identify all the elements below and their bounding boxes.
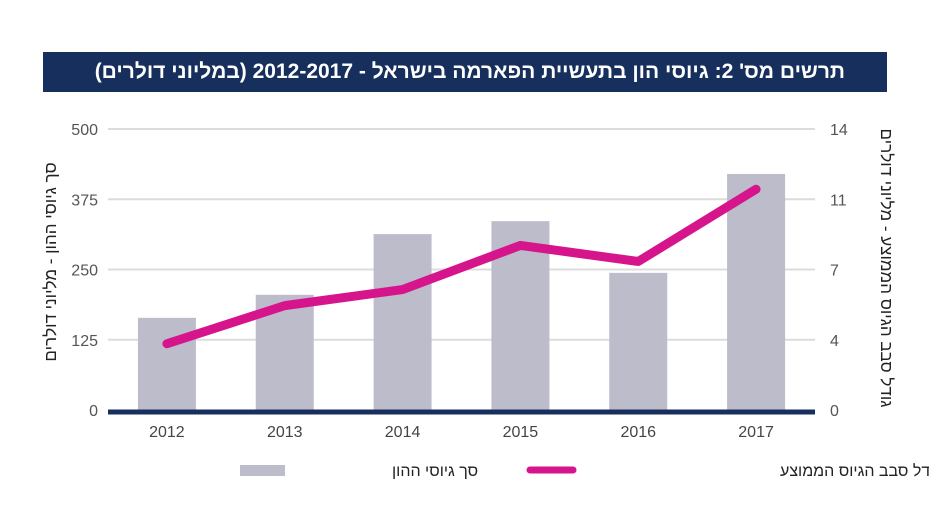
y-axis-right-label: גודל סבב הגיוס הממוצע - מליוני דולרים <box>877 129 896 408</box>
series-line <box>162 184 761 349</box>
y-tick-right: 0 <box>830 403 839 420</box>
y-tick-right: 7 <box>830 263 839 280</box>
x-tick-label: 2017 <box>738 424 774 441</box>
x-tick-label: 2015 <box>503 424 539 441</box>
legend-bar-label: סך גיוסי ההון <box>392 463 478 480</box>
y-tick-right: 11 <box>830 192 847 209</box>
y-tick-left: 0 <box>89 403 98 420</box>
bar <box>727 173 786 410</box>
x-tick-label: 2013 <box>267 424 303 441</box>
y-tick-left: 375 <box>71 192 98 209</box>
legend-line-label: גודל סבב הגיוס הממוצע <box>780 462 929 480</box>
bar <box>609 272 668 410</box>
title-bar: תרשים מס' 2: גיוסי הון בתעשיית הפארמה בי… <box>43 52 887 92</box>
legend-bar-swatch <box>240 465 285 476</box>
bar <box>137 317 196 410</box>
bar <box>373 234 432 410</box>
chart-title: תרשים מס' 2: גיוסי הון בתעשיית הפארמה בי… <box>94 60 845 83</box>
x-tick-label: 2014 <box>385 424 421 441</box>
x-tick-label: 2016 <box>620 424 656 441</box>
y-tick-left: 250 <box>71 263 98 280</box>
x-tick-label: 2012 <box>149 424 185 441</box>
y-axis-left-label: סך גיוסי ההון - מליוני דולרים <box>41 162 60 361</box>
y-tick-right: 4 <box>830 333 839 350</box>
y-tick-right: 14 <box>830 122 848 139</box>
y-tick-left: 125 <box>71 333 98 350</box>
y-tick-left: 500 <box>71 122 98 139</box>
